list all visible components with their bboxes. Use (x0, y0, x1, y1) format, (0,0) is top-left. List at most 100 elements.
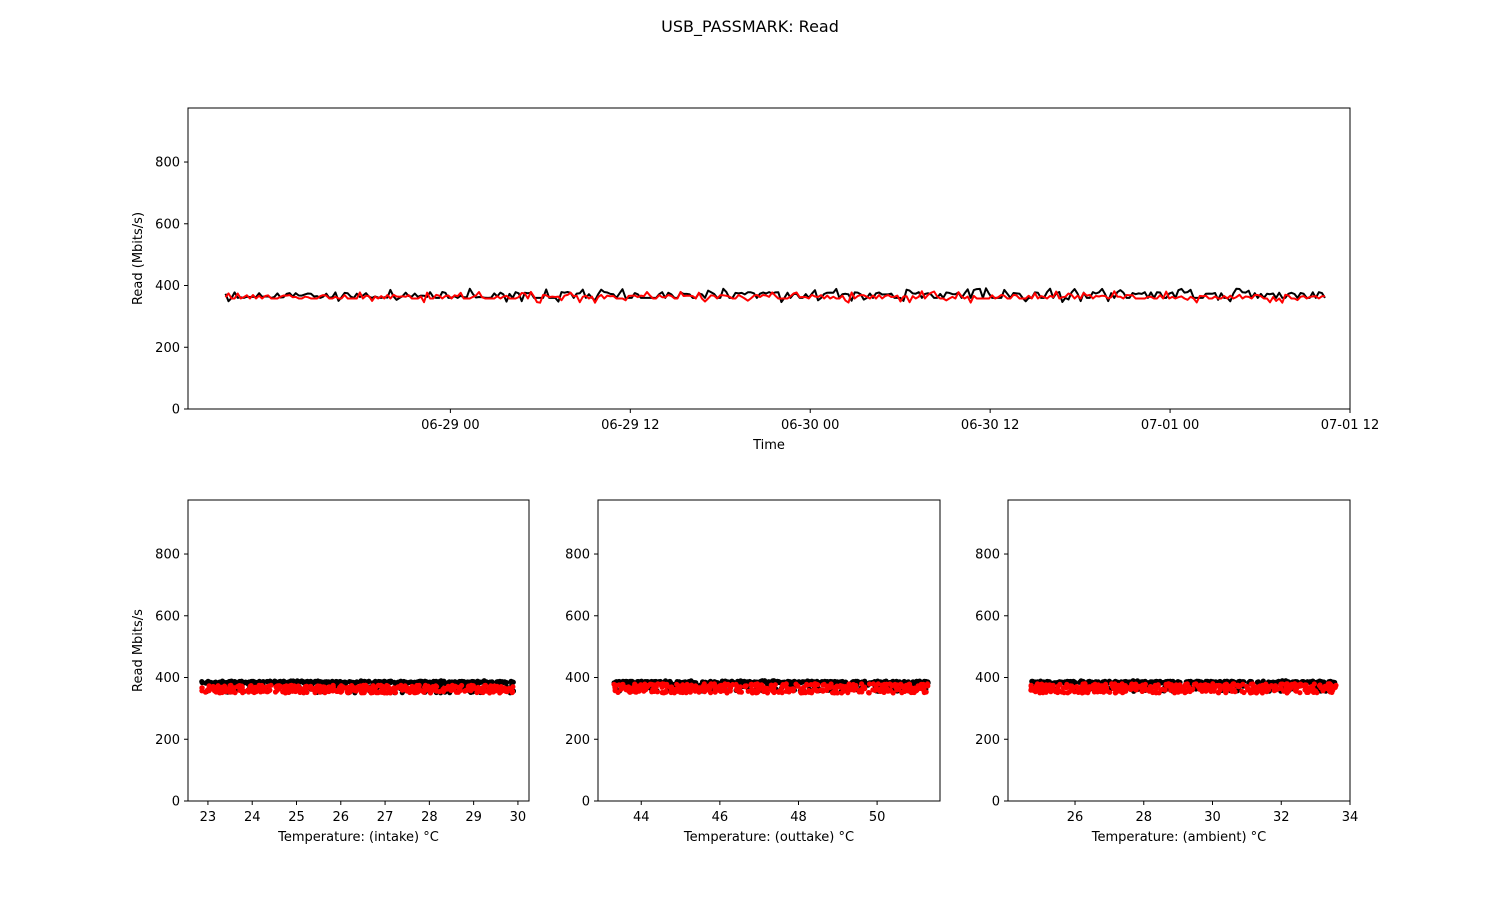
scatter-point (421, 689, 427, 695)
scatter-point (430, 679, 436, 686)
scatter-point (768, 682, 774, 688)
scatter-point (639, 685, 645, 691)
x-tick-label: 25 (288, 810, 305, 825)
scatter-point (1168, 686, 1174, 692)
scatter-point (474, 689, 480, 696)
scatter-point (783, 683, 789, 690)
scatter-point (1155, 682, 1161, 688)
scatter-point (1153, 690, 1159, 696)
y-tick-label: 600 (155, 609, 180, 624)
scatter-point (419, 678, 425, 685)
scatter-point (1119, 690, 1126, 696)
y-tick-label: 0 (992, 795, 1000, 810)
scatter-point (503, 688, 509, 694)
scatter-point (1070, 684, 1076, 691)
scatter-point (762, 687, 768, 693)
scatter-point (723, 682, 730, 689)
scatter-point (1029, 678, 1035, 685)
x-axis-label: Temperature: (outtake) °C (683, 830, 854, 845)
scatter-point (828, 681, 834, 687)
scatter-point (743, 683, 749, 689)
x-tick-label: 34 (1342, 810, 1359, 825)
scatter-point (661, 681, 667, 687)
scatter-point (228, 682, 234, 689)
x-axis-label: Time (752, 438, 785, 453)
scatter-point (771, 687, 777, 694)
x-tick-label: 29 (465, 810, 482, 825)
scatter-point (1327, 681, 1333, 687)
scatter-point (872, 687, 878, 693)
scatter-point (887, 687, 894, 693)
scatter-point (412, 687, 418, 693)
scatter-point (324, 679, 330, 685)
scatter-point (1082, 682, 1088, 688)
scatter-point (1065, 690, 1071, 696)
x-tick-label: 27 (377, 810, 394, 825)
x-tick-label: 07-01 00 (1141, 418, 1199, 433)
scatter-point (810, 687, 816, 694)
scatter-point (334, 679, 341, 685)
scatter-point (1096, 688, 1102, 694)
scatter-point (717, 683, 723, 689)
scatter-point (434, 684, 440, 690)
x-axis-label: Temperature: (ambient) °C (1091, 830, 1267, 845)
scatter-point (365, 687, 371, 693)
scatter-point (455, 689, 461, 695)
scatter-point (870, 681, 877, 687)
scatter-point (738, 678, 745, 685)
scatter-point (379, 683, 385, 689)
scatter-point (1137, 683, 1143, 690)
scatter-point (899, 689, 905, 695)
scatter-point (366, 678, 372, 684)
x-tick-label: 26 (1067, 810, 1084, 825)
scatter-point (754, 688, 760, 694)
scatter-point (508, 678, 514, 684)
scatter-point (266, 688, 272, 694)
y-tick-label: 400 (155, 279, 180, 294)
scatter-point (1317, 683, 1323, 689)
scatter-point (1278, 685, 1284, 692)
scatter-point (304, 685, 310, 691)
ambient-scatter-panel: 0 200 400 600 800 26 28 30 32 34 Temperature: (amb… (975, 499, 1359, 845)
scatter-point (1248, 681, 1254, 687)
scatter-point (734, 687, 740, 693)
scatter-point (1128, 686, 1134, 693)
x-tick-label: 30 (1204, 810, 1221, 825)
scatter-point (831, 689, 837, 695)
scatter-point (267, 678, 273, 684)
scatter-point (354, 679, 360, 685)
scatter-point (894, 684, 900, 690)
scatter-point (232, 690, 238, 696)
y-axis-label: Read Mbits/s (131, 609, 146, 692)
scatter-point (1232, 689, 1238, 695)
x-tick-label: 44 (633, 810, 650, 825)
scatter-point (206, 687, 212, 694)
scatter-point (643, 682, 649, 689)
scatter-point (681, 683, 687, 690)
scatter-point (632, 681, 638, 687)
plot-frame (1007, 499, 1351, 802)
scatter-point (1259, 682, 1266, 689)
scatter-point (632, 689, 638, 695)
scatter-point (239, 683, 245, 689)
scatter-point (265, 683, 271, 689)
scatter-point (353, 688, 359, 694)
scatter-point (226, 678, 232, 685)
scatter-point (1332, 684, 1338, 690)
scatter-point (479, 685, 485, 691)
scatter-point (1285, 688, 1291, 695)
scatter-point (360, 686, 366, 692)
scatter-point (341, 679, 348, 685)
x-tick-label: 46 (712, 810, 729, 825)
scatter-point (249, 688, 255, 694)
scatter-point (220, 688, 226, 694)
y-tick-label: 200 (565, 733, 590, 748)
scatter-point (345, 684, 351, 691)
scatter-point (613, 682, 619, 688)
x-tick-label: 48 (790, 810, 807, 825)
scatter-point (1189, 687, 1195, 693)
scatter-point (213, 685, 219, 691)
x-tick-label: 06-29 12 (601, 418, 659, 433)
scatter-point (1255, 685, 1261, 691)
x-tick-label: 28 (1135, 810, 1152, 825)
